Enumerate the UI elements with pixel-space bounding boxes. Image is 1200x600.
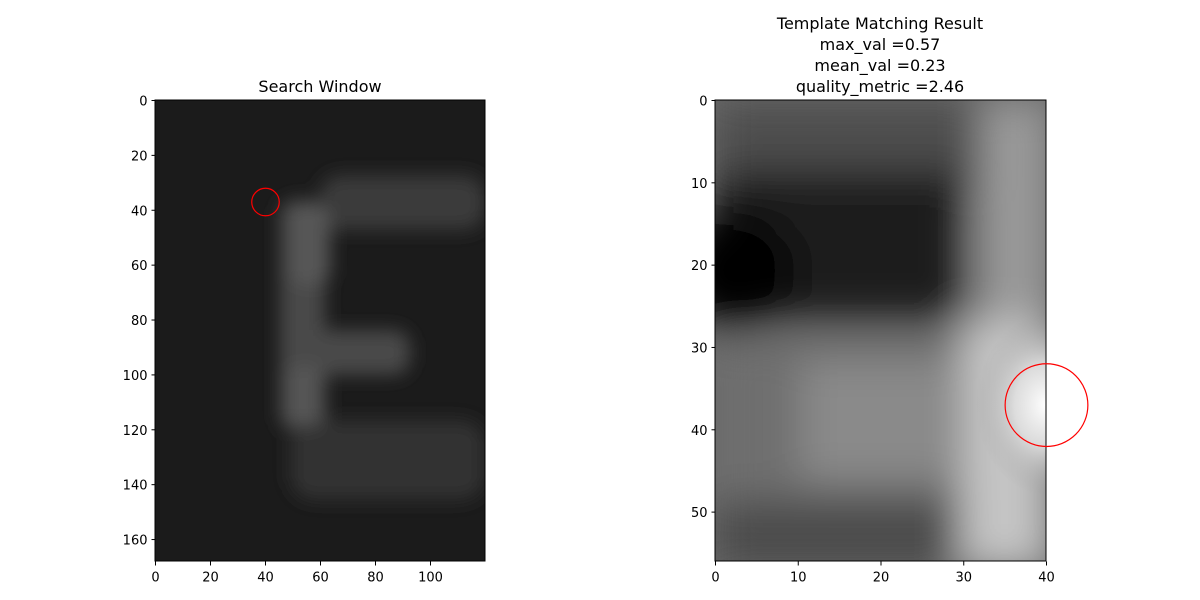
- result-x-tick-label: 40: [1038, 571, 1055, 586]
- search-window-x-tick-label: 40: [257, 571, 274, 586]
- result-heatmap: [715, 100, 1046, 561]
- search-window-x-tick-label: 100: [418, 571, 443, 586]
- search-window-y-tick-label: 40: [131, 204, 148, 219]
- search-window-panel: Search Window 0 20 40 60 80 100 0 20 40 60 80 100 12…: [123, 77, 486, 586]
- result-y-tick-label: 50: [691, 506, 708, 521]
- search-window-y-tick-label: 60: [131, 259, 148, 274]
- result-y-tick-label: 40: [691, 424, 708, 439]
- result-y-tick-label: 10: [691, 177, 708, 192]
- result-title-line-4: quality_metric =2.46: [796, 77, 964, 97]
- result-x-tick-label: 10: [790, 571, 807, 586]
- result-x-tick-label: 30: [955, 571, 972, 586]
- result-axes: 0 10 20 30 40 0 10 20 30 40 50: [691, 95, 1055, 586]
- search-window-x-tick-label: 0: [151, 571, 159, 586]
- search-window-y-tick-label: 20: [131, 149, 148, 164]
- search-window-match-marker: [251, 187, 280, 217]
- search-window-y-tick-label: 80: [131, 314, 148, 329]
- result-x-tick-label: 20: [873, 571, 890, 586]
- matching-result-panel: Template Matching Result max_val =0.57 m…: [691, 14, 1089, 586]
- search-window-x-tick-label: 20: [202, 571, 219, 586]
- result-title-line-3: mean_val =0.23: [814, 56, 945, 76]
- search-window-y-tick-label: 140: [123, 479, 148, 494]
- result-title-line-2: max_val =0.57: [820, 35, 941, 55]
- search-window-y-tick-label: 120: [123, 424, 148, 439]
- result-title-line-1: Template Matching Result: [776, 14, 983, 33]
- result-peak-marker: [1004, 363, 1089, 448]
- search-window-axes: 0 20 40 60 80 100 0 20 40 60 80 100 120 140 160: [123, 95, 443, 586]
- search-window-image: [155, 100, 485, 561]
- search-window-y-tick-label: 160: [123, 534, 148, 549]
- search-window-title: Search Window: [258, 77, 381, 96]
- search-window-y-tick-label: 0: [139, 95, 147, 110]
- search-window-y-tick-label: 100: [123, 369, 148, 384]
- search-window-x-tick-label: 80: [367, 571, 384, 586]
- result-x-tick-label: 0: [711, 571, 719, 586]
- result-y-tick-label: 30: [691, 341, 708, 356]
- result-y-tick-label: 0: [699, 95, 707, 110]
- result-y-tick-label: 20: [691, 259, 708, 274]
- search-window-x-tick-label: 60: [312, 571, 329, 586]
